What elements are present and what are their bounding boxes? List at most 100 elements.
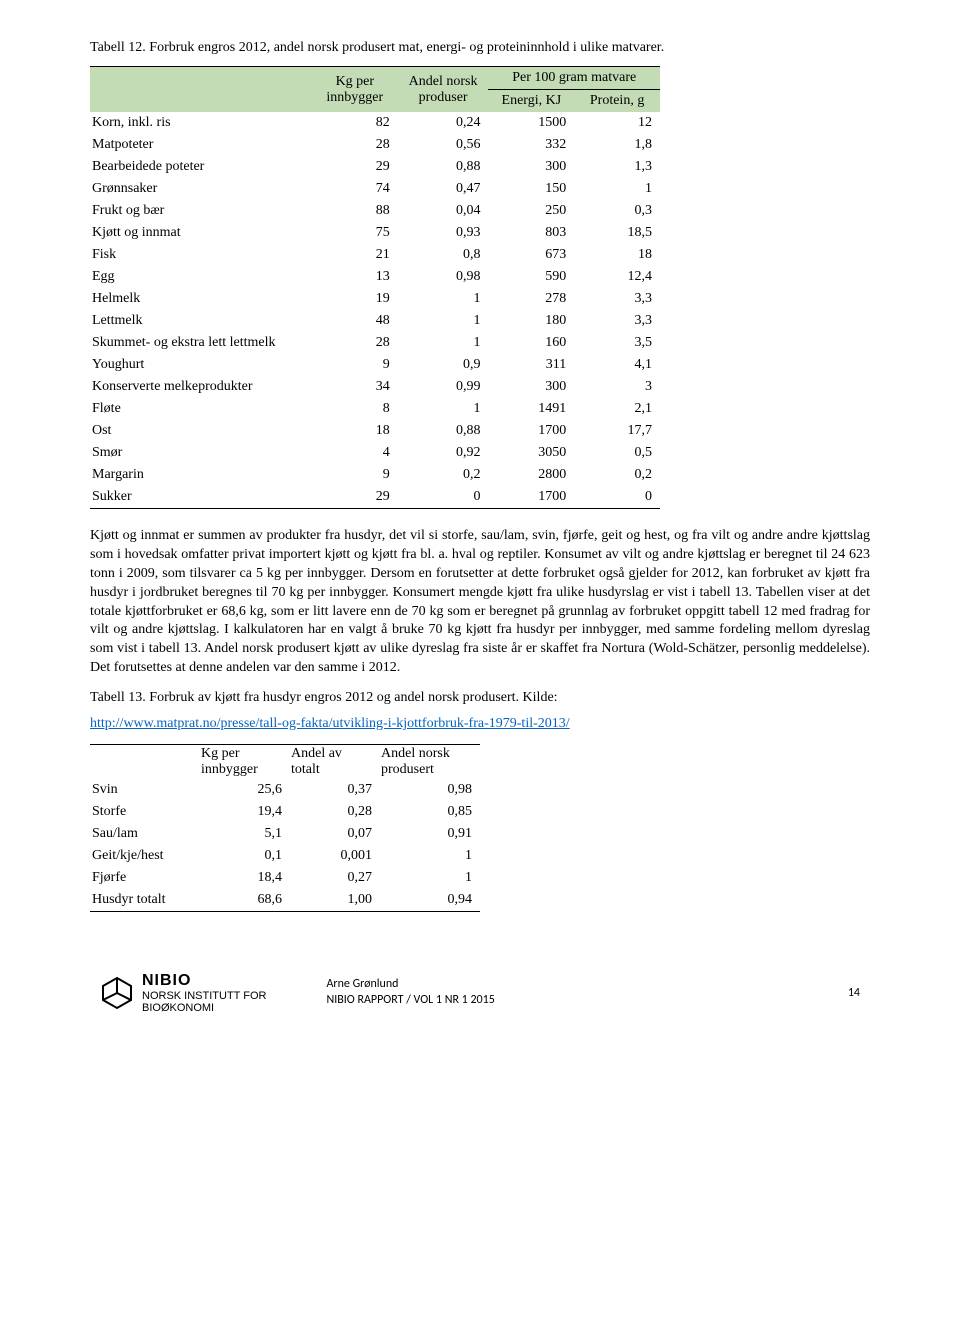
row-kg: 34	[312, 376, 398, 398]
row-andel: 0,93	[398, 222, 489, 244]
row-kg: 9	[312, 464, 398, 486]
table13-caption: Tabell 13. Forbruk av kjøtt fra husdyr e…	[90, 690, 870, 706]
row-andel: 1	[398, 398, 489, 420]
table-row: Youghurt90,93114,1	[90, 354, 660, 376]
row-at: 0,27	[290, 867, 380, 889]
row-kg: 19,4	[200, 801, 290, 823]
row-kg: 25,6	[200, 779, 290, 801]
row-an: 1	[380, 867, 480, 889]
row-energi: 150	[488, 178, 574, 200]
row-kg: 9	[312, 354, 398, 376]
row-label: Geit/kje/hest	[90, 845, 200, 867]
table-row: Husdyr totalt68,61,000,94	[90, 889, 480, 912]
row-energi: 300	[488, 376, 574, 398]
row-label: Fisk	[90, 244, 312, 266]
row-kg: 21	[312, 244, 398, 266]
table-row: Margarin90,228000,2	[90, 464, 660, 486]
paragraph-main: Kjøtt og innmat er summen av produkter f…	[90, 527, 870, 678]
row-protein: 4,1	[574, 354, 660, 376]
row-label: Egg	[90, 266, 312, 288]
row-andel: 0,24	[398, 112, 489, 134]
row-kg: 4	[312, 442, 398, 464]
row-label: Helmelk	[90, 288, 312, 310]
row-andel: 0,92	[398, 442, 489, 464]
row-kg: 74	[312, 178, 398, 200]
row-protein: 0,2	[574, 464, 660, 486]
table-row: Fløte8114912,1	[90, 398, 660, 420]
row-at: 0,07	[290, 823, 380, 845]
row-label: Bearbeidede poteter	[90, 156, 312, 178]
row-energi: 1500	[488, 112, 574, 134]
row-protein: 3,5	[574, 332, 660, 354]
row-energi: 1700	[488, 486, 574, 509]
row-andel: 0,8	[398, 244, 489, 266]
table13: Kg per innbygger Andel av totalt Andel n…	[90, 744, 480, 912]
row-protein: 1	[574, 178, 660, 200]
row-kg: 29	[312, 156, 398, 178]
table12: Kg per innbygger Andel norsk produser Pe…	[90, 66, 660, 509]
row-andel: 1	[398, 288, 489, 310]
row-kg: 28	[312, 332, 398, 354]
logo-icon	[100, 976, 134, 1010]
row-label: Konserverte melkeprodukter	[90, 376, 312, 398]
t12-hdr-kg2: innbygger	[326, 90, 383, 105]
row-kg: 88	[312, 200, 398, 222]
row-protein: 12,4	[574, 266, 660, 288]
logo-text-big: NIBIO	[142, 972, 266, 990]
row-kg: 5,1	[200, 823, 290, 845]
row-protein: 3	[574, 376, 660, 398]
source-link[interactable]: http://www.matprat.no/presse/tall-og-fak…	[90, 716, 570, 731]
row-at: 0,37	[290, 779, 380, 801]
table-row: Ost180,88170017,7	[90, 420, 660, 442]
row-kg: 18	[312, 420, 398, 442]
table-row: Skummet- og ekstra lett lettmelk2811603,…	[90, 332, 660, 354]
row-kg: 0,1	[200, 845, 290, 867]
row-at: 0,28	[290, 801, 380, 823]
row-protein: 1,8	[574, 134, 660, 156]
logo-text-small1: NORSK INSTITUTT FOR	[142, 990, 266, 1002]
row-energi: 3050	[488, 442, 574, 464]
row-an: 0,98	[380, 779, 480, 801]
row-label: Matpoteter	[90, 134, 312, 156]
table-row: Egg130,9859012,4	[90, 266, 660, 288]
row-label: Storfe	[90, 801, 200, 823]
row-energi: 250	[488, 200, 574, 222]
row-kg: 75	[312, 222, 398, 244]
table-row: Storfe19,40,280,85	[90, 801, 480, 823]
row-at: 1,00	[290, 889, 380, 912]
row-protein: 2,1	[574, 398, 660, 420]
row-protein: 0,5	[574, 442, 660, 464]
row-label: Skummet- og ekstra lett lettmelk	[90, 332, 312, 354]
row-andel: 0,9	[398, 354, 489, 376]
row-andel: 0,2	[398, 464, 489, 486]
row-protein: 17,7	[574, 420, 660, 442]
row-kg: 19	[312, 288, 398, 310]
t13-hdr-an1: Andel norsk	[381, 746, 450, 761]
row-label: Fløte	[90, 398, 312, 420]
row-energi: 1491	[488, 398, 574, 420]
page-number: 14	[848, 986, 860, 1000]
table-row: Smør40,9230500,5	[90, 442, 660, 464]
row-an: 1	[380, 845, 480, 867]
t12-hdr-an1: Andel norsk	[409, 74, 478, 89]
row-energi: 673	[488, 244, 574, 266]
table-row: Korn, inkl. ris820,24150012	[90, 112, 660, 134]
row-protein: 3,3	[574, 288, 660, 310]
t12-hdr-per100: Per 100 gram matvare	[488, 67, 660, 90]
row-andel: 0,56	[398, 134, 489, 156]
row-andel: 0,98	[398, 266, 489, 288]
table-row: Helmelk1912783,3	[90, 288, 660, 310]
table-row: Sukker29017000	[90, 486, 660, 509]
row-an: 0,91	[380, 823, 480, 845]
t13-hdr-an2: produsert	[381, 762, 434, 777]
row-energi: 2800	[488, 464, 574, 486]
t12-hdr-kg1: Kg per	[336, 74, 375, 89]
row-label: Svin	[90, 779, 200, 801]
row-label: Frukt og bær	[90, 200, 312, 222]
row-label: Youghurt	[90, 354, 312, 376]
row-label: Fjørfe	[90, 867, 200, 889]
row-label: Lettmelk	[90, 310, 312, 332]
row-andel: 0,88	[398, 156, 489, 178]
table-row: Konserverte melkeprodukter340,993003	[90, 376, 660, 398]
row-kg: 13	[312, 266, 398, 288]
